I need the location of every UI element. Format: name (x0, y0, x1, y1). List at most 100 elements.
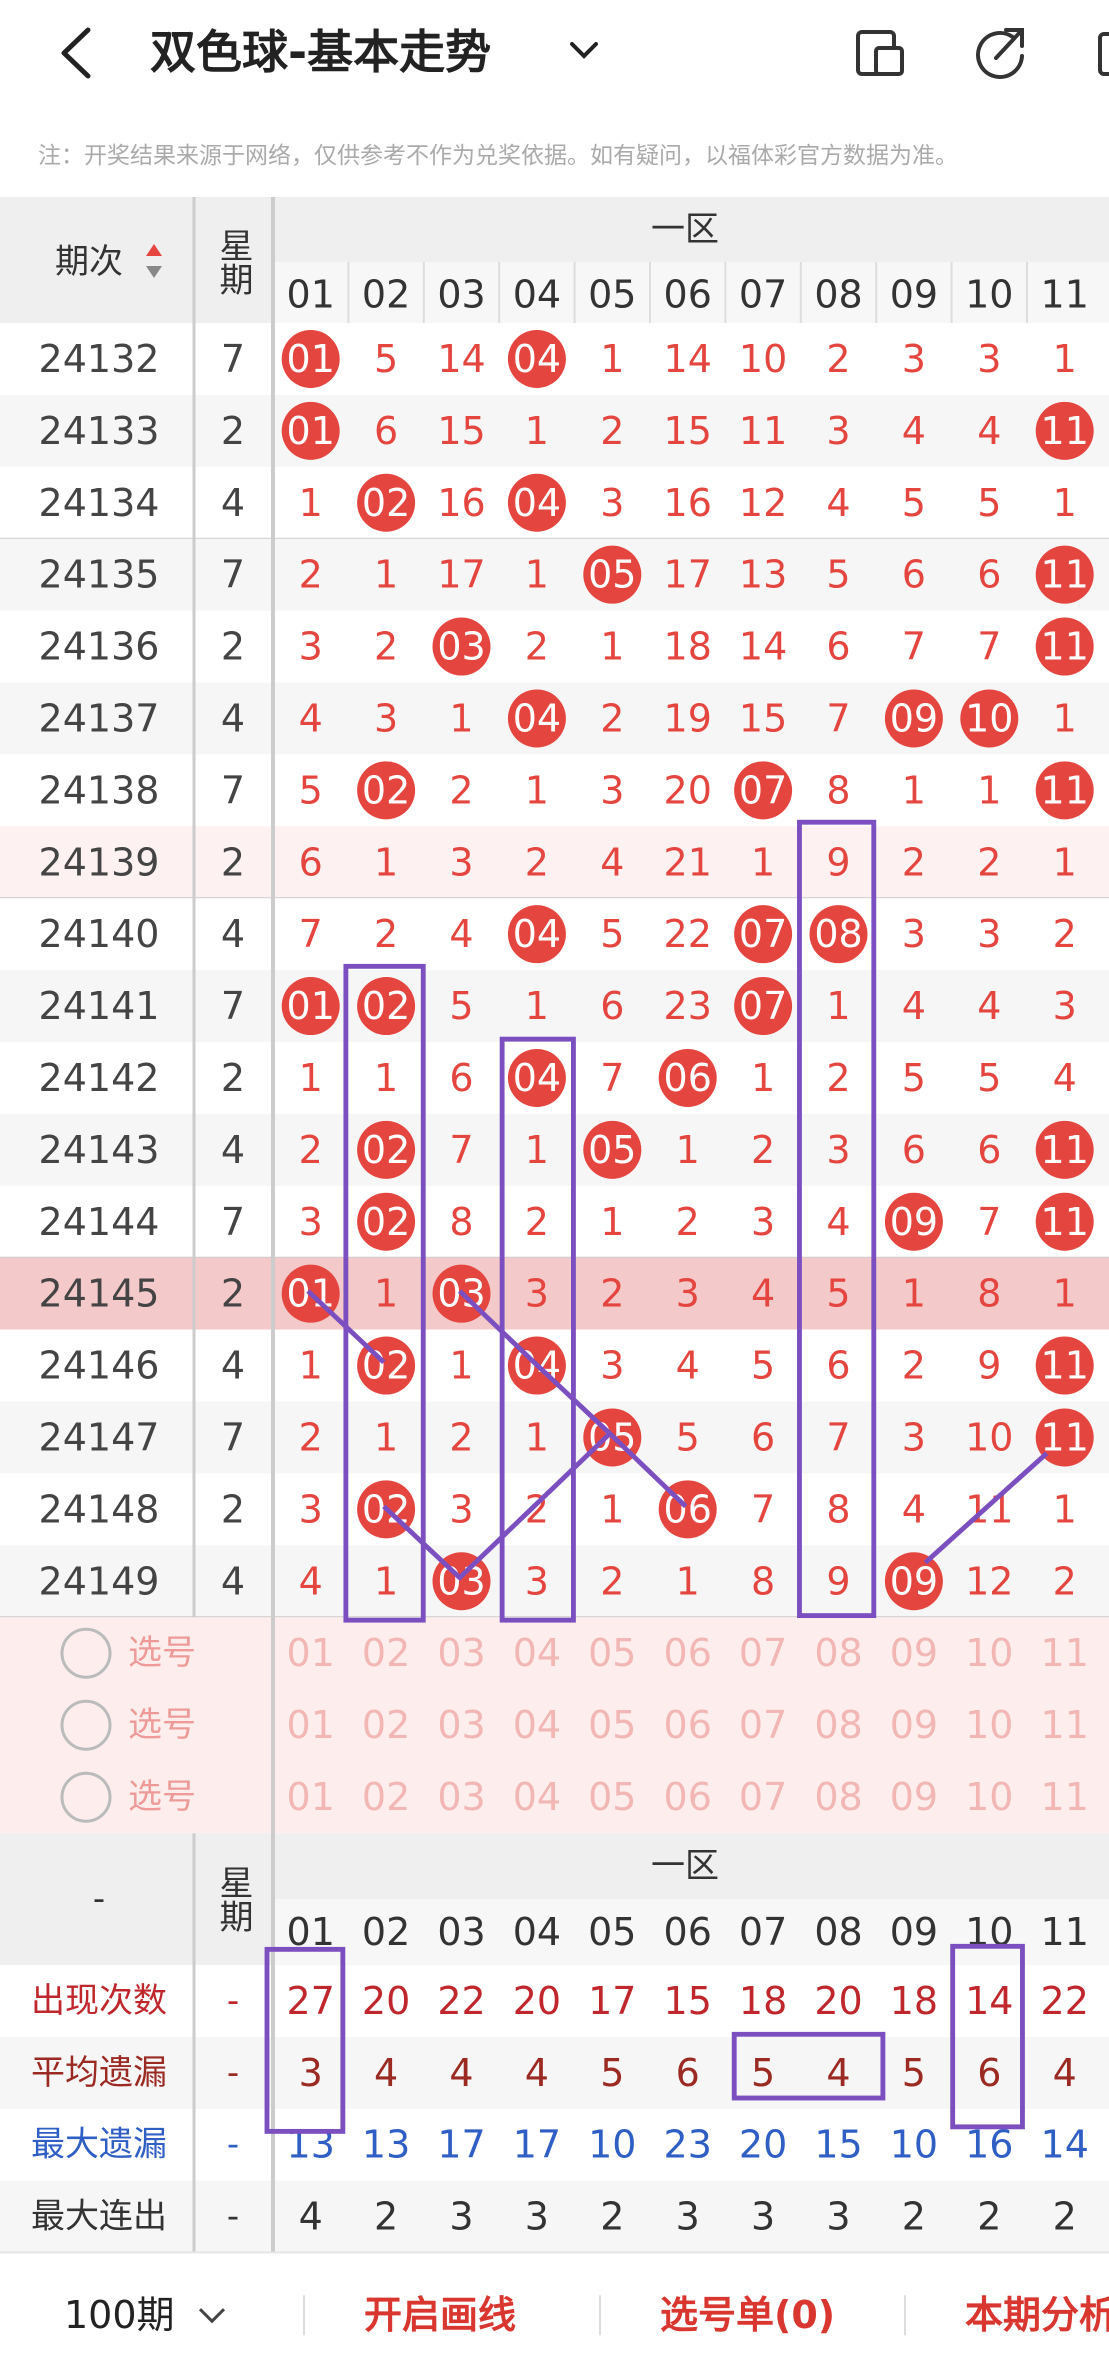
bottom-action[interactable]: 开启画线 (364, 2293, 516, 2337)
stats-value: 2 (374, 2195, 398, 2239)
select-number[interactable]: 01 (287, 1703, 335, 1747)
ball-number: 05 (588, 553, 636, 597)
select-number[interactable]: 05 (588, 1703, 636, 1747)
select-number[interactable]: 08 (814, 1775, 862, 1819)
ball-number: 11 (1041, 625, 1089, 669)
miss-count: 2 (600, 1272, 624, 1316)
select-label[interactable]: 选号 (128, 1777, 196, 1817)
select-number[interactable]: 07 (739, 1703, 787, 1747)
select-number[interactable]: 09 (890, 1703, 938, 1747)
miss-count: 1 (374, 553, 398, 597)
bottom-action[interactable]: 本期分析 (965, 2293, 1109, 2337)
ball-number: 08 (814, 912, 862, 956)
drawn-ball (583, 545, 642, 604)
select-number[interactable]: 05 (588, 1631, 636, 1675)
miss-count: 2 (299, 1415, 323, 1459)
select-number[interactable]: 10 (965, 1775, 1013, 1819)
select-number[interactable]: 09 (890, 1775, 938, 1819)
column-number: 05 (588, 273, 636, 317)
ball-number: 06 (664, 1056, 712, 1100)
title-dropdown[interactable] (570, 42, 598, 59)
column-number: 06 (664, 1910, 712, 1954)
miss-count: 4 (826, 481, 850, 525)
share-icon[interactable] (976, 28, 1024, 79)
select-number[interactable]: 10 (965, 1703, 1013, 1747)
miss-count: 13 (739, 553, 787, 597)
miss-count: 17 (664, 553, 712, 597)
select-number[interactable]: 09 (890, 1631, 938, 1675)
ball-number: 02 (362, 984, 410, 1028)
select-number[interactable]: 02 (362, 1703, 410, 1747)
stats-value: 4 (299, 2195, 323, 2239)
ball-number: 11 (1041, 409, 1089, 453)
select-label[interactable]: 选号 (128, 1705, 196, 1745)
stats-row-bg (0, 2108, 1109, 2181)
stats-value: 6 (977, 2051, 1001, 2095)
select-number[interactable]: 07 (739, 1631, 787, 1675)
miss-count: 14 (664, 337, 712, 381)
bottom-action[interactable]: 选号单(0) (660, 2293, 835, 2337)
miss-count: 9 (826, 1559, 850, 1603)
row-bg (0, 610, 1109, 683)
stats-label: 平均遗漏 (31, 2053, 167, 2093)
select-number[interactable]: 01 (287, 1775, 335, 1819)
miss-count: 21 (664, 840, 712, 884)
miss-count: 15 (664, 409, 712, 453)
select-number[interactable]: 04 (513, 1631, 561, 1675)
sort-desc[interactable] (146, 266, 162, 278)
sort-asc[interactable] (146, 244, 162, 256)
layout-icon[interactable] (856, 30, 904, 76)
select-number[interactable]: 06 (664, 1775, 712, 1819)
select-number[interactable]: 04 (513, 1703, 561, 1747)
stats-value: 5 (902, 2051, 926, 2095)
miss-count: 16 (664, 481, 712, 525)
select-number[interactable]: 10 (965, 1631, 1013, 1675)
miss-count: 5 (676, 1415, 700, 1459)
miss-count: 3 (902, 912, 926, 956)
miss-count: 9 (826, 840, 850, 884)
row-bg (0, 1113, 1109, 1186)
select-radio[interactable] (60, 1627, 112, 1679)
select-number[interactable]: 02 (362, 1775, 410, 1819)
select-number[interactable]: 11 (1041, 1775, 1089, 1819)
select-number[interactable]: 11 (1041, 1703, 1089, 1747)
miss-count: 4 (826, 1200, 850, 1244)
miss-count: 11 (739, 409, 787, 453)
miss-count: 23 (664, 984, 712, 1028)
miss-count: 1 (1053, 481, 1077, 525)
drawn-ball (1035, 761, 1094, 820)
stats-value: 14 (965, 1979, 1013, 2023)
select-number[interactable]: 07 (739, 1775, 787, 1819)
select-number[interactable]: 03 (437, 1631, 485, 1675)
miss-count: 4 (449, 912, 473, 956)
bottom-action[interactable]: 100期 (64, 2293, 175, 2337)
miss-count: 5 (600, 912, 624, 956)
weekday: 2 (221, 1056, 245, 1100)
select-number[interactable]: 08 (814, 1631, 862, 1675)
select-number[interactable]: 03 (437, 1775, 485, 1819)
stats-value: 2 (1053, 2195, 1077, 2239)
select-number[interactable]: 03 (437, 1703, 485, 1747)
page-title: 双色球-基本走势 (150, 25, 491, 79)
back-button[interactable] (61, 27, 91, 79)
select-radio[interactable] (60, 1699, 112, 1751)
period-dropdown[interactable] (198, 2308, 226, 2324)
select-number[interactable]: 06 (664, 1631, 712, 1675)
row-bg (0, 970, 1109, 1042)
select-number[interactable]: 04 (513, 1775, 561, 1819)
select-number[interactable]: 05 (588, 1775, 636, 1819)
stats-value: 18 (890, 1979, 938, 2023)
more-icon[interactable] (1098, 32, 1109, 76)
select-radio[interactable] (60, 1771, 112, 1823)
select-number[interactable]: 08 (814, 1703, 862, 1747)
select-number[interactable]: 11 (1041, 1631, 1089, 1675)
select-number[interactable]: 06 (664, 1703, 712, 1747)
miss-count: 5 (751, 1344, 775, 1388)
miss-count: 6 (977, 1128, 1001, 1172)
select-number[interactable]: 02 (362, 1631, 410, 1675)
ball-number: 01 (287, 337, 335, 381)
period: 24136 (39, 625, 160, 669)
stats-label: 最大遗漏 (31, 2125, 167, 2165)
select-number[interactable]: 01 (287, 1631, 335, 1675)
select-label[interactable]: 选号 (128, 1633, 196, 1673)
